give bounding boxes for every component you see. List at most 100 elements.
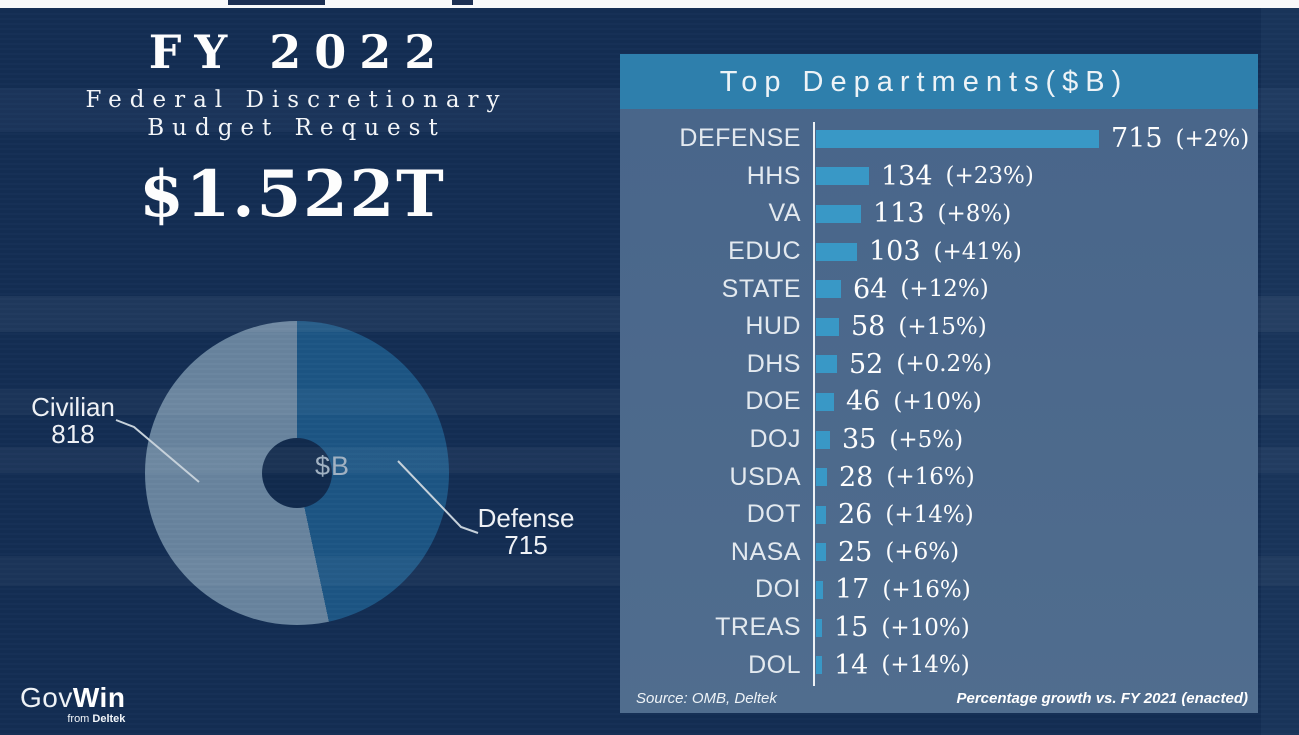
value-label: 715 bbox=[1111, 123, 1163, 155]
value-label: 17 bbox=[835, 574, 870, 606]
growth-label: (+5%) bbox=[889, 426, 964, 453]
panel-title: Top Departments($B) bbox=[620, 54, 1258, 109]
bar-row: DOL 14 (+14%) bbox=[620, 646, 1258, 684]
department-label: DOL bbox=[748, 650, 801, 679]
bar-row: USDA 28 (+16%) bbox=[620, 458, 1258, 496]
logo-gov-text: Gov bbox=[20, 682, 73, 713]
value-bar bbox=[816, 129, 1099, 148]
value-bar bbox=[816, 167, 869, 186]
department-label: STATE bbox=[721, 274, 801, 303]
value-bar bbox=[816, 468, 827, 487]
bar-row: HUD 58 (+15%) bbox=[620, 308, 1258, 346]
value-label: 113 bbox=[873, 198, 925, 230]
civilian-slice-value: 818 bbox=[51, 419, 95, 449]
department-label: HHS bbox=[746, 161, 801, 190]
defense-slice-label: Defense bbox=[477, 503, 575, 533]
bar-chart-axis-line bbox=[813, 122, 815, 686]
bar-row: DEFENSE 715 (+2%) bbox=[620, 120, 1258, 158]
top-strip-mark bbox=[452, 0, 473, 5]
value-bar bbox=[816, 580, 823, 599]
department-label: DOJ bbox=[749, 425, 801, 454]
value-bar bbox=[816, 317, 839, 336]
value-label: 134 bbox=[881, 160, 933, 192]
value-bar bbox=[816, 242, 857, 261]
background-edge-strip bbox=[1261, 8, 1299, 735]
value-bar bbox=[816, 355, 837, 374]
growth-label: (+2%) bbox=[1175, 125, 1250, 152]
growth-label: (+41%) bbox=[933, 238, 1022, 265]
value-label: 64 bbox=[853, 273, 888, 305]
top-strip-mark bbox=[228, 0, 325, 5]
donut-hole bbox=[262, 438, 332, 508]
bar-chart-rows: DEFENSE 715 (+2%) HHS 134 (+23%) VA 113 (+8%) EDU… bbox=[620, 120, 1258, 684]
department-label: DHS bbox=[746, 349, 801, 378]
defense-slice-value: 715 bbox=[504, 530, 548, 560]
value-bar bbox=[816, 505, 826, 524]
bar-row: EDUC 103 (+41%) bbox=[620, 233, 1258, 271]
panel-footer: Source: OMB, Deltek Percentage growth vs… bbox=[636, 690, 1248, 707]
subtitle-line2: Budget Request bbox=[147, 115, 446, 141]
title-block: FY 2022 Federal Discretionary Budget Req… bbox=[40, 24, 545, 232]
logo-tagline-brand: Deltek bbox=[92, 713, 126, 725]
department-label: DOT bbox=[746, 500, 801, 529]
growth-label: (+23%) bbox=[945, 163, 1034, 190]
value-label: 14 bbox=[834, 649, 869, 681]
bar-row: VA 113 (+8%) bbox=[620, 195, 1258, 233]
growth-label: (+16%) bbox=[886, 464, 975, 491]
value-bar bbox=[816, 204, 861, 223]
top-departments-panel: Top Departments($B) DEFENSE 715 (+2%) HHS 13… bbox=[620, 54, 1258, 713]
bar-row: DOJ 35 (+5%) bbox=[620, 421, 1258, 459]
department-label: DOI bbox=[755, 575, 801, 604]
value-label: 28 bbox=[839, 461, 874, 493]
logo-tagline-from: from bbox=[67, 713, 93, 725]
bar-row: DOE 46 (+10%) bbox=[620, 383, 1258, 421]
donut-chart: $B bbox=[145, 321, 449, 625]
bar-row: DOI 17 (+16%) bbox=[620, 571, 1258, 609]
bar-row: DHS 52 (+0.2%) bbox=[620, 346, 1258, 384]
top-strip bbox=[0, 0, 1299, 8]
value-label: 58 bbox=[851, 311, 886, 343]
department-label: HUD bbox=[745, 312, 801, 341]
department-label: DOE bbox=[745, 387, 801, 416]
value-label: 35 bbox=[842, 424, 877, 456]
department-label: TREAS bbox=[715, 613, 801, 642]
bar-row: STATE 64 (+12%) bbox=[620, 270, 1258, 308]
subtitle-line1: Federal Discretionary bbox=[85, 87, 508, 113]
value-bar bbox=[816, 618, 822, 637]
value-bar bbox=[816, 656, 822, 675]
source-note: Source: OMB, Deltek bbox=[636, 690, 777, 707]
department-label: VA bbox=[768, 199, 801, 228]
fiscal-year-title: FY 2022 bbox=[148, 25, 450, 79]
growth-label: (+6%) bbox=[885, 539, 960, 566]
govwin-logo: GovWin from Deltek bbox=[20, 684, 125, 726]
bar-row: NASA 25 (+6%) bbox=[620, 534, 1258, 572]
department-label: NASA bbox=[730, 537, 801, 566]
growth-label: (+0.2%) bbox=[896, 351, 993, 378]
department-label: USDA bbox=[729, 462, 801, 491]
value-label: 26 bbox=[838, 499, 873, 531]
growth-label: (+10%) bbox=[893, 388, 982, 415]
growth-footnote: Percentage growth vs. FY 2021 (enacted) bbox=[956, 690, 1249, 707]
pie-label-defense: Defense 715 bbox=[477, 505, 575, 559]
bar-row: TREAS 15 (+10%) bbox=[620, 609, 1258, 647]
value-label: 103 bbox=[869, 236, 921, 268]
total-budget-amount: $1.522T bbox=[139, 157, 446, 232]
growth-label: (+10%) bbox=[881, 614, 970, 641]
civilian-slice-label: Civilian bbox=[31, 392, 115, 422]
logo-win-text: Win bbox=[72, 682, 126, 713]
growth-label: (+16%) bbox=[882, 576, 971, 603]
department-label: EDUC bbox=[728, 237, 801, 266]
growth-label: (+15%) bbox=[898, 313, 987, 340]
bar-row: DOT 26 (+14%) bbox=[620, 496, 1258, 534]
growth-label: (+8%) bbox=[937, 200, 1012, 227]
value-label: 25 bbox=[838, 536, 873, 568]
growth-label: (+14%) bbox=[885, 501, 974, 528]
govwin-wordmark: GovWin bbox=[20, 684, 125, 712]
value-bar bbox=[816, 392, 834, 411]
value-label: 15 bbox=[834, 612, 869, 644]
pie-label-civilian: Civilian 818 bbox=[25, 394, 121, 448]
logo-tagline: from Deltek bbox=[20, 713, 125, 725]
value-label: 46 bbox=[846, 386, 881, 418]
donut-center-label: $B bbox=[315, 451, 351, 481]
